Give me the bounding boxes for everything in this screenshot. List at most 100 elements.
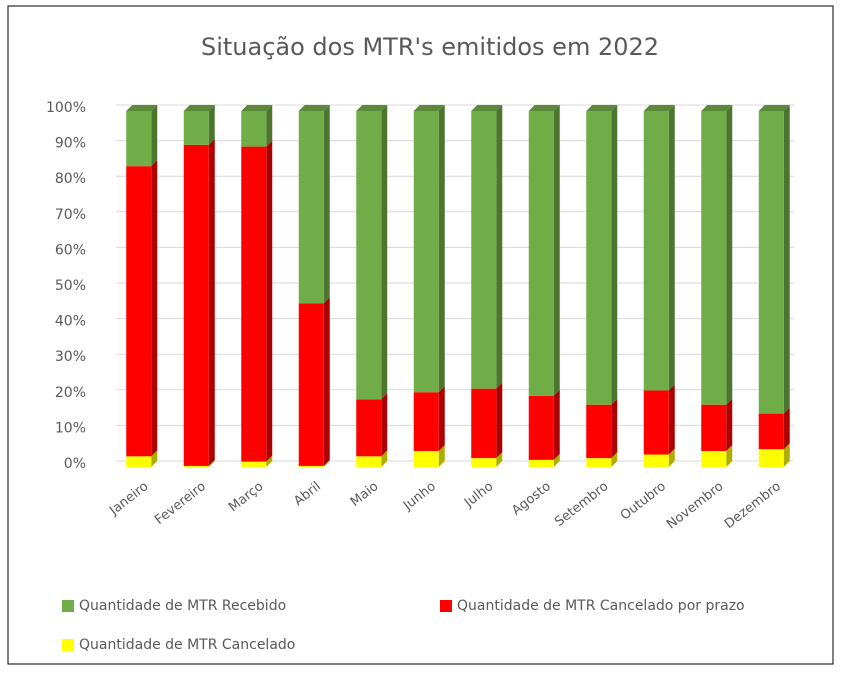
legend-swatch <box>62 600 74 612</box>
bar <box>586 111 612 405</box>
y-tick-label: 0% <box>64 456 86 472</box>
bar-top <box>586 105 618 111</box>
bar-side <box>266 455 273 467</box>
bar <box>241 111 267 147</box>
y-tick-label: 50% <box>55 278 86 294</box>
y-tick-label: 90% <box>55 136 86 152</box>
bar-top <box>298 105 330 111</box>
bar <box>643 390 669 455</box>
bar <box>701 111 727 405</box>
bar-side <box>496 452 503 467</box>
bar <box>241 146 267 462</box>
bar-side <box>611 105 618 405</box>
bar-side <box>323 297 330 466</box>
bar-side <box>266 105 273 147</box>
bar-side <box>726 105 733 405</box>
bar-side <box>496 105 503 389</box>
bar <box>643 454 669 467</box>
bar-side <box>783 105 790 414</box>
bar-top <box>183 105 215 111</box>
bar-side <box>208 138 215 466</box>
bar <box>758 413 784 450</box>
bar-side <box>783 407 790 450</box>
bar-side <box>438 386 445 451</box>
y-tick-label: 30% <box>55 349 86 365</box>
bar-top <box>356 105 388 111</box>
bar-side <box>668 384 675 455</box>
bar <box>126 166 152 457</box>
bar-side <box>496 382 503 459</box>
bar <box>356 399 382 457</box>
bar <box>356 111 382 400</box>
bar-side <box>668 105 675 391</box>
bar <box>758 449 784 467</box>
bar-side <box>783 443 790 467</box>
bar <box>586 404 612 459</box>
bar-top <box>701 105 733 111</box>
y-tick-label: 80% <box>55 171 86 187</box>
bar <box>471 458 497 467</box>
bar <box>471 388 497 459</box>
bar <box>298 111 324 304</box>
bar <box>183 465 209 467</box>
bar-top <box>643 105 675 111</box>
bar-side <box>151 450 158 467</box>
bar <box>701 404 727 451</box>
bar-side <box>438 444 445 467</box>
bar-side <box>381 105 388 400</box>
bar <box>183 144 209 466</box>
bar <box>471 111 497 389</box>
bar-side <box>668 448 675 467</box>
bar-side <box>381 450 388 467</box>
bar-top <box>758 105 790 111</box>
y-tick-label: 70% <box>55 207 86 223</box>
bar <box>241 461 267 467</box>
y-tick-label: 40% <box>55 314 86 330</box>
bar-side <box>553 453 560 467</box>
legend-label: Quantidade de MTR Cancelado <box>79 637 295 653</box>
bar-side <box>726 444 733 467</box>
bar-side <box>611 398 618 459</box>
bar <box>758 111 784 414</box>
bar-side <box>553 105 560 396</box>
bar-side <box>208 105 215 145</box>
bar <box>413 450 439 467</box>
y-tick-label: 10% <box>55 420 86 436</box>
bar <box>126 111 152 167</box>
y-tick-label: 60% <box>55 242 86 258</box>
bar-side <box>266 140 273 462</box>
bar <box>298 465 324 467</box>
bar <box>586 458 612 467</box>
bar <box>528 459 554 467</box>
bar <box>528 395 554 460</box>
bar-side <box>726 398 733 451</box>
bar-side <box>438 105 445 393</box>
bar-top <box>528 105 560 111</box>
y-tick-label: 20% <box>55 385 86 401</box>
legend-swatch <box>440 600 452 612</box>
bar <box>126 456 152 467</box>
legend-label: Quantidade de MTR Cancelado por prazo <box>457 598 745 614</box>
legend-label: Quantidade de MTR Recebido <box>79 598 286 614</box>
bar-top <box>413 105 445 111</box>
bar-top <box>241 105 273 111</box>
bar-top <box>471 105 503 111</box>
bar-side <box>553 389 560 460</box>
bar-side <box>151 160 158 457</box>
bar <box>356 456 382 467</box>
bar-side <box>381 393 388 457</box>
bar <box>183 111 209 145</box>
bar <box>701 450 727 467</box>
legend-swatch <box>62 639 74 651</box>
bar <box>643 111 669 391</box>
bar-top <box>126 105 158 111</box>
bar <box>413 111 439 393</box>
bar <box>528 111 554 396</box>
bar-side <box>611 452 618 467</box>
bar <box>298 303 324 466</box>
bar <box>413 392 439 451</box>
y-tick-label: 100% <box>46 100 86 116</box>
bar-side <box>151 105 158 167</box>
bar-side <box>323 105 330 304</box>
